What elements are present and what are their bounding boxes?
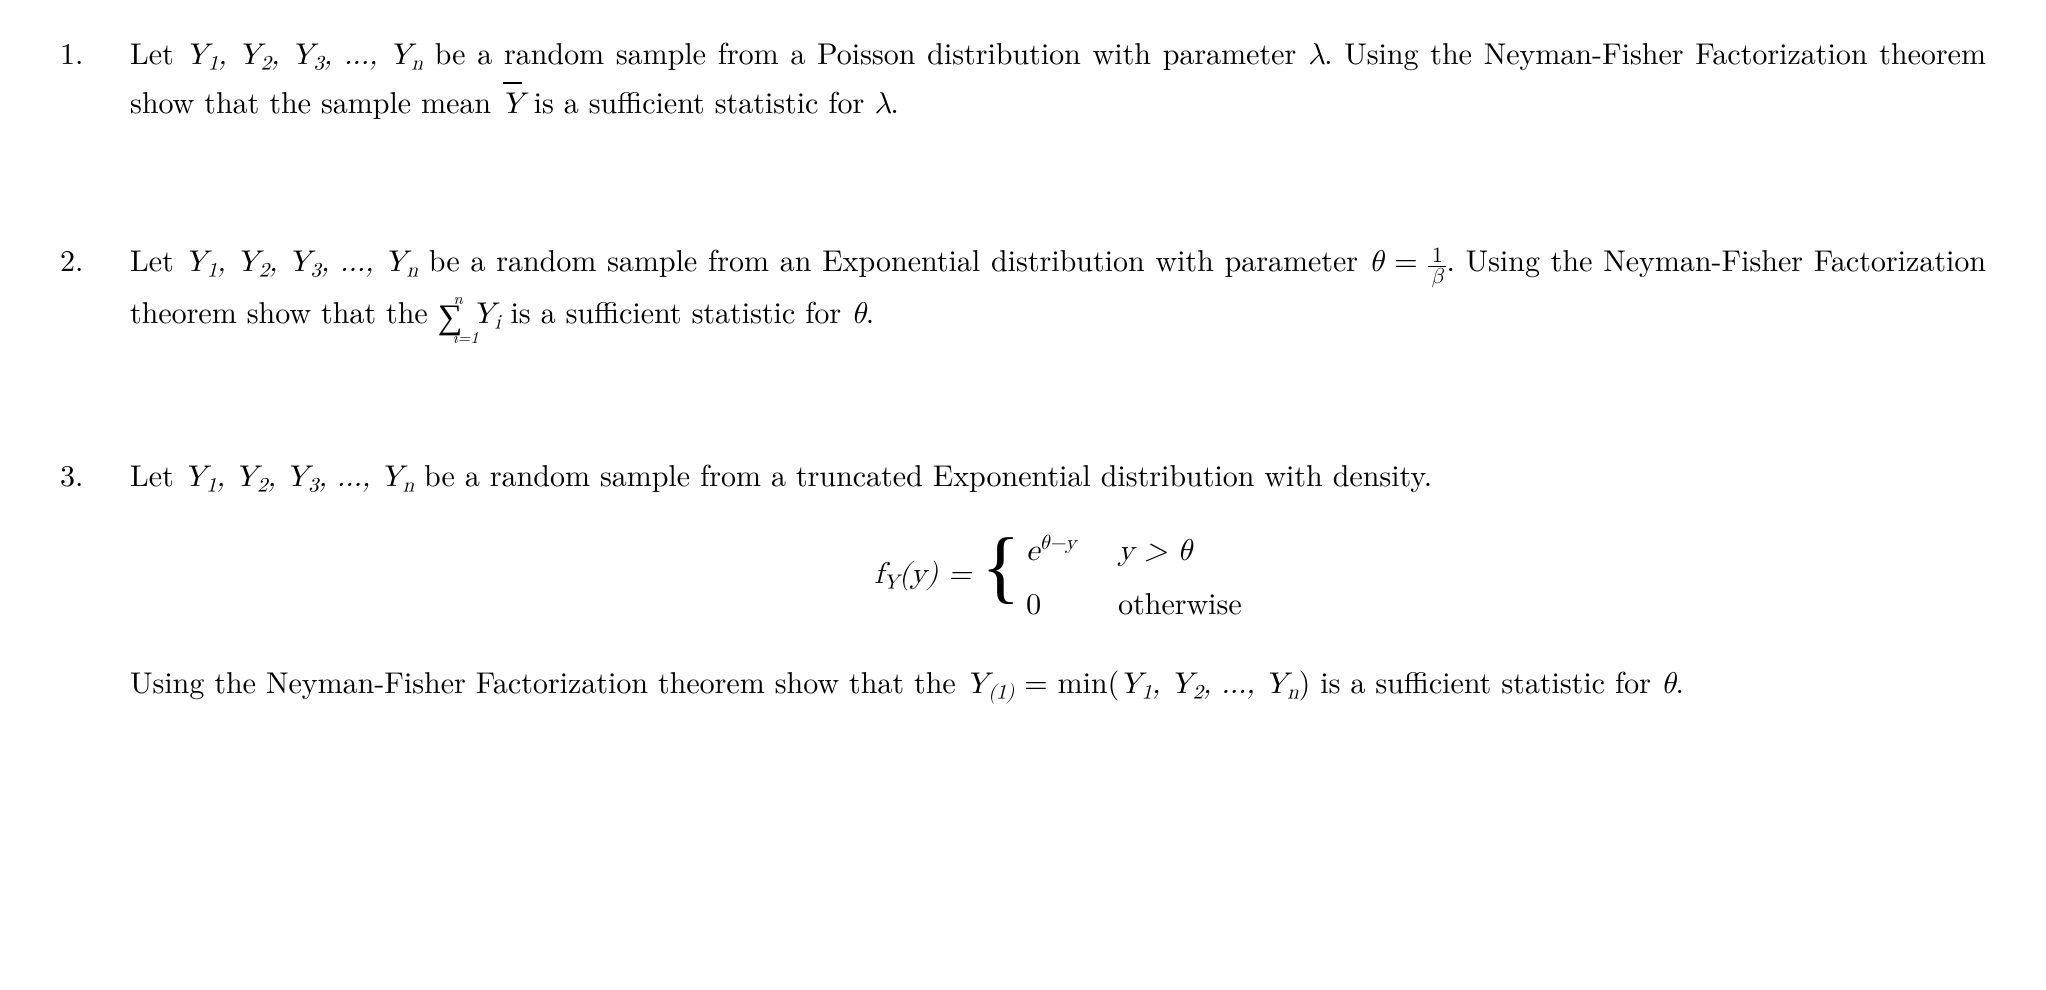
case2-value: 0 [1026,580,1076,624]
text: is a sufficient statistic for [524,79,875,122]
text: . [890,79,898,122]
math-theta: θ [1661,669,1676,699]
text: is a sufficient statistic for [500,289,851,332]
sum-lower: i=1 [453,325,479,349]
sum-upper: n [453,286,462,310]
case1-condition: y > θ [1118,530,1242,574]
math-fraction: 1β [1428,243,1446,289]
text: = [1384,237,1429,280]
problem-1: Let Y1, Y2, Y3, …, Yn be a random sample… [60,30,1986,127]
display-equation: fY(y) = { eθ−y y > θ 0 otherwise [130,529,1986,623]
math-sample: Y1, Y2, Y3, …, Yn [185,247,418,277]
text: = min( [1014,659,1119,702]
left-brace-icon: { [981,532,1020,626]
math-ybar: Y [501,83,524,127]
text: be a random sample from a truncated Expo… [414,452,1432,495]
math-sample: Y1, Y2, Y3, …, Yn [184,462,414,492]
text: is a sufficient statistic for [1310,659,1661,702]
math-lambda: λ [874,89,890,119]
math-theta: θ [851,299,866,329]
math-min-args: Y1, Y2, …, Yn [1119,669,1298,699]
math-sample: Y1, Y2, Y3, …, Yn [186,40,423,70]
text: . [866,289,874,332]
problem-list: Let Y1, Y2, Y3, …, Yn be a random sample… [60,30,1986,709]
fraction-numerator: 1 [1428,243,1446,266]
text: Let [130,30,186,73]
text: be a random sample from an Exponential d… [418,237,1369,280]
text: be a random sample from a Poisson distri… [423,30,1308,73]
problem-2: Let Y1, Y2, Y3, …, Yn be a random sample… [60,237,1986,342]
piecewise: { eθ−y y > θ 0 otherwise [981,529,1241,623]
text: Using the Neyman-Fisher Factorization th… [130,659,966,702]
cases: eθ−y y > θ 0 otherwise [1026,529,1242,623]
case2-condition: otherwise [1118,580,1242,624]
math-theta: θ [1369,247,1384,277]
text: . [1676,659,1684,702]
math-lambda: λ [1308,40,1324,70]
text: Let [130,452,184,495]
fraction-denominator: β [1428,266,1446,290]
density-lhs: fY(y) = [874,559,981,589]
math-order-stat: Y(1) [966,669,1015,699]
text: Let [130,237,185,280]
text: ) [1299,659,1311,702]
case1-value: eθ−y [1026,529,1076,574]
math-sum: ∑ni=1 [438,292,463,342]
problem-set: Let Y1, Y2, Y3, …, Yn be a random sample… [0,0,2046,859]
problem-3: Let Y1, Y2, Y3, …, Yn be a random sample… [60,452,1986,709]
